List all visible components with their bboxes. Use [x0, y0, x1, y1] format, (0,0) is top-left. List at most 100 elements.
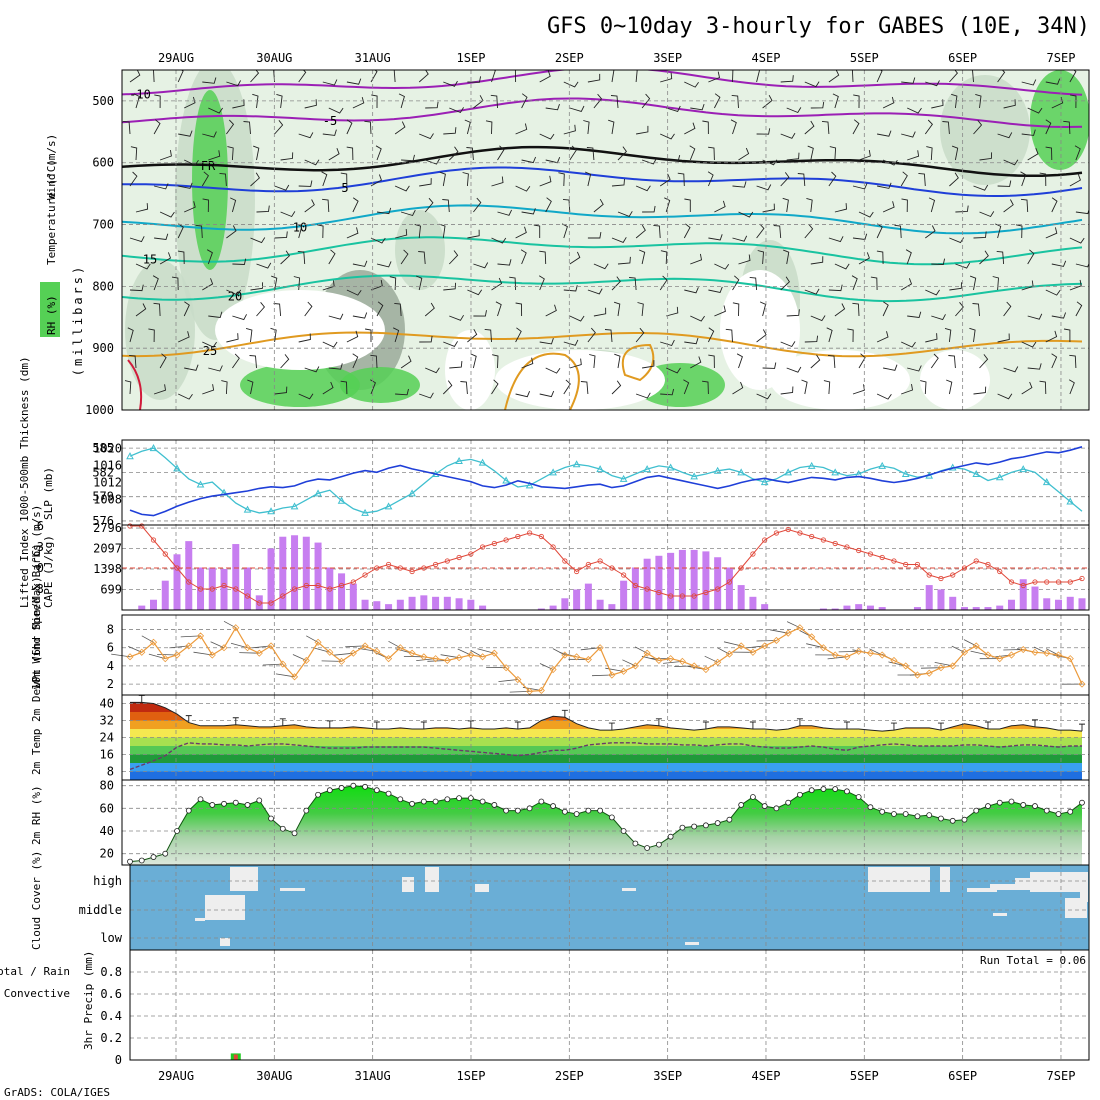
wind-barb: [613, 301, 621, 317]
wind-barb: [660, 388, 675, 396]
wind-barb: [641, 93, 651, 109]
cape-bar: [596, 599, 604, 610]
cape-bar: [244, 567, 252, 610]
slp-tick-label: 1020: [93, 442, 122, 456]
wind-barb: [708, 234, 723, 241]
rh-marker: [1079, 799, 1085, 806]
lifted-index-marker: [938, 575, 944, 582]
wind-barb: [400, 209, 416, 217]
wind-barb: [401, 154, 415, 162]
cloud-level-label: middle: [79, 903, 122, 917]
max-temp-marker: [420, 721, 427, 729]
rh-marker: [961, 816, 968, 823]
date-label-bottom: 4SEP: [752, 1069, 781, 1083]
dry-area: [720, 270, 800, 390]
thickness-marker: [455, 457, 463, 465]
slp-line: [129, 446, 1083, 517]
cloud-gap: [868, 867, 930, 892]
wind-barb: [786, 309, 800, 317]
temperature-band: [130, 703, 1082, 712]
wind-barb: [593, 263, 609, 270]
dry-area: [770, 350, 910, 410]
cloud-gap: [990, 884, 1020, 890]
pressure-tick-label: 600: [92, 156, 114, 170]
wind-barb: [587, 73, 601, 83]
lifted-index-tick-label: 3: [37, 540, 44, 554]
cape-bar: [420, 595, 428, 610]
wind-speed-line: [129, 626, 1083, 693]
wind-barb: [804, 288, 820, 295]
wind-barb: [967, 70, 974, 83]
wind-barb: [495, 301, 502, 317]
wind-barb: [135, 303, 147, 317]
wind-barb: [757, 250, 764, 265]
wind-barb: [464, 119, 471, 135]
wind-speed-marker: [537, 686, 545, 695]
cape-bar: [291, 535, 299, 610]
temperature-band: [130, 737, 1082, 746]
lifted-index-marker: [374, 565, 380, 571]
wind-speed-marker: [149, 638, 158, 646]
wind-barb: [883, 364, 898, 371]
cape-bar: [537, 608, 545, 610]
isotherm-label: -10: [129, 88, 151, 102]
wind-barb: [828, 236, 844, 243]
wind-barb: [467, 289, 483, 296]
precip-total-label: Total / Rain: [0, 965, 70, 978]
wind-barb: [153, 183, 169, 190]
rh-marker: [573, 811, 580, 817]
wind-barb: [928, 197, 936, 213]
rh-marker: [691, 823, 698, 830]
wind-barb: [907, 107, 922, 114]
wind-barb: [152, 275, 159, 291]
rh-marker: [338, 785, 345, 791]
wind-barb: [424, 302, 435, 317]
wind-speed-marker: [408, 649, 416, 657]
lifted-index-marker: [303, 582, 309, 589]
wind-barb: [731, 94, 739, 109]
rh-tick-label: 20: [100, 847, 114, 861]
temperature-tick-label: 16: [100, 748, 114, 762]
thickness-marker: [831, 468, 840, 476]
wind-tick-label: 6: [107, 641, 114, 655]
wind-barb: [852, 119, 860, 135]
wind-barb: [232, 314, 247, 321]
wind-speed-marker: [279, 660, 287, 668]
wind-barb: [274, 184, 290, 191]
temperature-tick-label: 32: [100, 714, 114, 728]
wind-barb: [979, 152, 993, 161]
wind-barb: [931, 258, 946, 265]
thickness-marker: [713, 466, 722, 474]
wind-barb: [491, 237, 507, 244]
lifted-index-marker: [350, 579, 356, 585]
wind-barb: [996, 250, 1005, 265]
cape-bar: [467, 599, 475, 610]
cloud-gap: [622, 888, 636, 891]
lifted-index-marker: [1008, 579, 1015, 585]
wind-barb: [587, 327, 596, 343]
wind-speed-marker: [784, 629, 792, 637]
wind-barb: [1003, 99, 1016, 109]
wind-barb: [586, 147, 595, 161]
rh-marker: [268, 815, 274, 822]
wind-barb: [666, 367, 681, 374]
rh-shading: [395, 210, 445, 290]
wind-barb: [1045, 330, 1058, 343]
max-temp-marker: [185, 715, 192, 723]
wind-barb: [1051, 312, 1067, 319]
wind-barb: [425, 158, 440, 165]
wind-barb: [346, 146, 354, 161]
wind-barb: [400, 355, 412, 369]
thickness-marker: [807, 461, 816, 469]
wind-barb: [232, 99, 245, 109]
wind-tick-label: 8: [107, 623, 114, 637]
thickness-marker: [196, 480, 205, 488]
wind-barb: [901, 198, 908, 213]
wind-speed-marker: [831, 651, 839, 659]
wind-barb: [934, 662, 953, 667]
thickness-marker: [149, 444, 158, 452]
wind-barb: [593, 198, 604, 213]
wind-barb: [1021, 341, 1037, 348]
wind-speed-marker: [596, 644, 604, 652]
wind-barb: [653, 224, 661, 239]
